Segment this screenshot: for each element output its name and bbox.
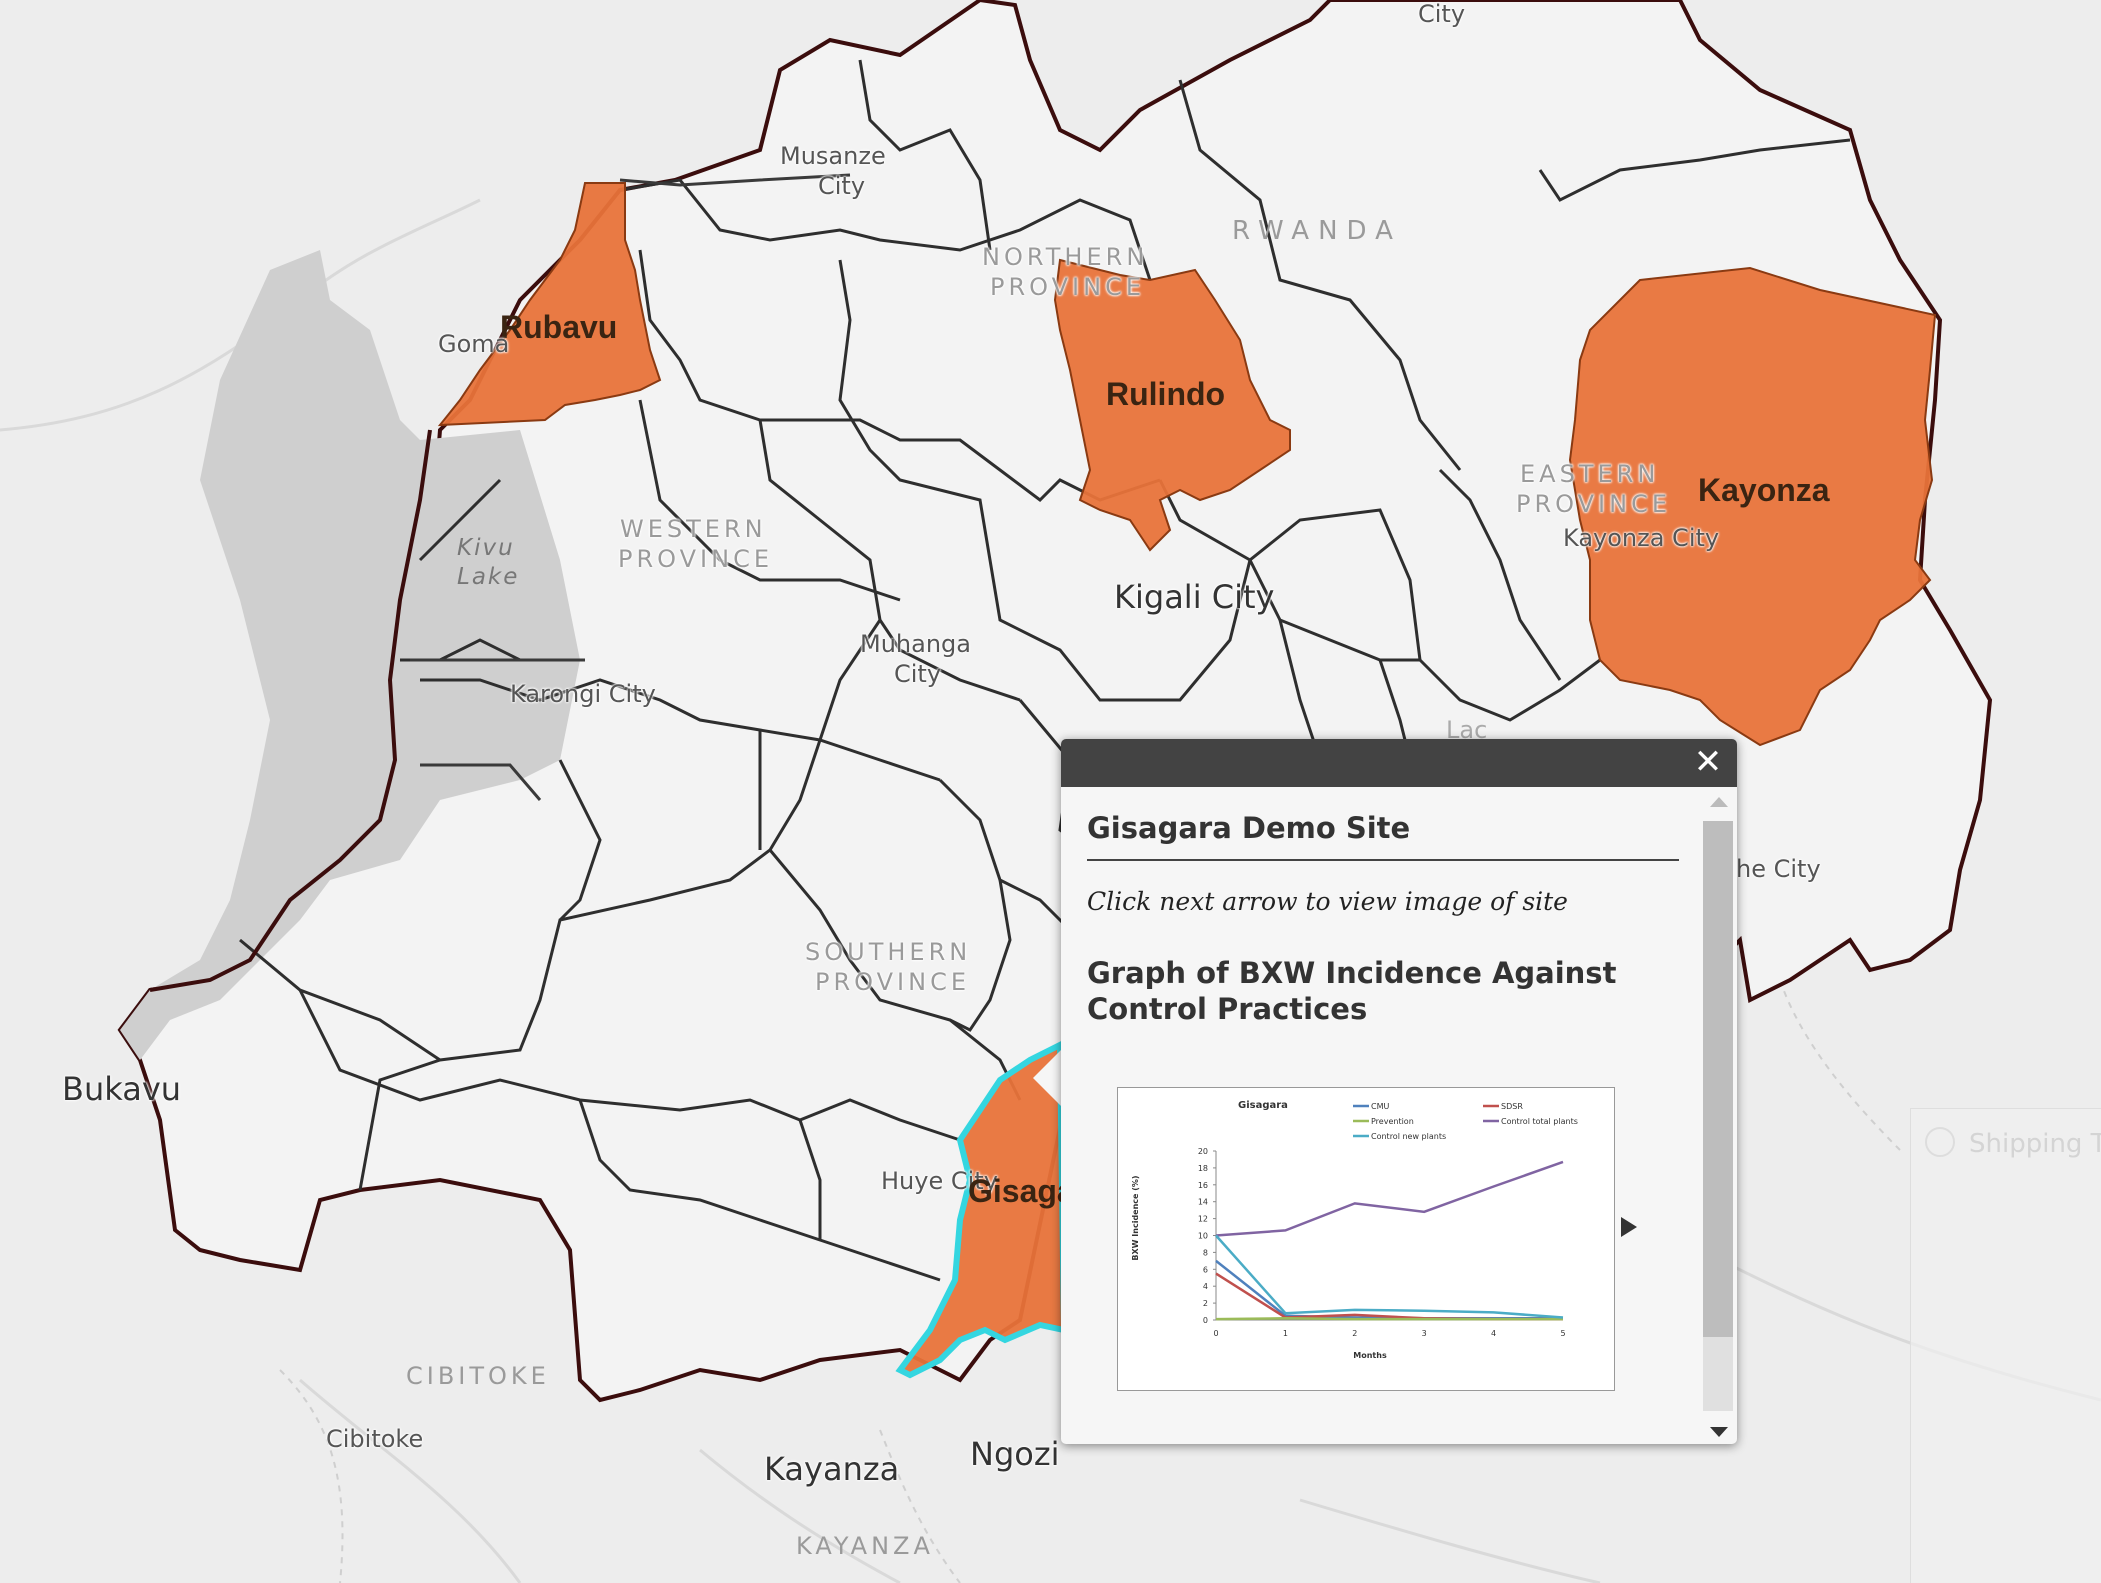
province-label-eastern-1: EASTERN [1520, 460, 1660, 488]
popup-heading: Graph of BXW Incidence Against Control P… [1087, 956, 1617, 1026]
city-label-musanze-2: City [818, 172, 866, 200]
chart-x-tick-label: 0 [1213, 1329, 1218, 1338]
chart-y-tick-label: 10 [1198, 1232, 1208, 1241]
chart-series-line [1215, 1317, 1563, 1321]
chart-y-tick-label: 14 [1198, 1198, 1208, 1207]
region-label-kayanza: KAYANZA [796, 1532, 934, 1560]
shipping-widget[interactable]: Shipping T [1910, 1108, 2101, 1583]
city-label-ngozi: Ngozi [970, 1435, 1060, 1473]
popup-scrollbar[interactable] [1701, 797, 1735, 1437]
city-label-bukavu: Bukavu [62, 1070, 182, 1108]
chart-legend: CMU SDSR Prevention Control total plants Con… [1353, 1102, 1578, 1141]
chart-y-tick-label: 18 [1198, 1164, 1208, 1173]
kivu-lake [120, 250, 580, 1060]
scroll-down-icon[interactable] [1710, 1427, 1728, 1437]
chart-x-tick-label: 1 [1283, 1329, 1288, 1338]
district-kayonza[interactable] [1568, 266, 1937, 747]
district-rubavu[interactable] [437, 182, 662, 427]
city-label-musanze-1: Musanze [780, 142, 886, 170]
city-label-cibitoke: Cibitoke [326, 1425, 424, 1453]
chart-y-tick-label: 20 [1198, 1147, 1208, 1156]
popup-title: Gisagara Demo Site [1087, 811, 1679, 861]
national-border [149, 429, 432, 992]
district-gisagara[interactable] [895, 1040, 1068, 1379]
popup-pointer [1033, 1048, 1063, 1108]
legend-label: SDSR [1501, 1102, 1523, 1111]
country-label: RWANDA [1232, 216, 1402, 246]
lake-boundaries [410, 173, 851, 801]
chart-title: Gisagara [1238, 1100, 1288, 1111]
chart-series-line [1215, 1160, 1564, 1237]
chart-x-tick-label: 4 [1491, 1329, 1496, 1338]
province-label-northern-2: PROVINCE [990, 273, 1145, 301]
province-label-western-2: PROVINCE [618, 545, 773, 573]
district-rulindo[interactable] [1053, 258, 1291, 552]
chart-y-tick-label: 8 [1203, 1248, 1208, 1257]
lake-label-2: Lake [457, 564, 520, 590]
district-label-kayonza: Kayonza [1698, 472, 1830, 508]
city-label-karongi: Karongi City [510, 680, 656, 708]
scroll-up-icon[interactable] [1710, 797, 1728, 807]
city-label-rwamagana: he City [1736, 855, 1821, 883]
city-label-goma: Goma [438, 330, 510, 358]
province-label-eastern-2: PROVINCE [1516, 490, 1671, 518]
popup-content: Gisagara Demo Site Click next arrow to v… [1061, 787, 1701, 1444]
province-dash-lines [279, 979, 1901, 1583]
legend-label: Prevention [1371, 1117, 1414, 1126]
popup-note: Click next arrow to view image of site [1087, 887, 1568, 916]
city-label-muhanga-1: Muhanga [860, 630, 971, 658]
chart-y-tick-label: 4 [1203, 1282, 1208, 1291]
city-label-kayanza: Kayanza [764, 1450, 900, 1488]
city-label-huye: Huye City [881, 1167, 998, 1195]
province-label-western-1: WESTERN [620, 515, 767, 543]
province-label-southern-1: SOUTHERN [805, 938, 972, 966]
chart-ylabel: BXW Incidence (%) [1131, 1175, 1140, 1260]
chart-x-tick-label: 5 [1560, 1329, 1565, 1338]
popup-header: ✕ [1061, 739, 1737, 787]
shipping-icon [1925, 1127, 1955, 1157]
scroll-thumb[interactable] [1703, 821, 1733, 1337]
province-label-southern-2: PROVINCE [815, 968, 970, 996]
legend-label: CMU [1371, 1102, 1389, 1111]
info-popup: ✕ Gisagara Demo Site Click next arrow to… [1061, 739, 1737, 1444]
legend-label: Control new plants [1371, 1132, 1446, 1141]
next-arrow-icon[interactable] [1621, 1217, 1637, 1237]
chart-x-tick-label: 3 [1422, 1329, 1427, 1338]
lake-label-1: Kivu [457, 535, 515, 561]
city-label-muhanga-2: City [894, 660, 942, 688]
chart-y-tick-label: 6 [1203, 1265, 1208, 1274]
district-label-rubavu: Rubavu [500, 309, 618, 345]
city-label-kayonza: Kayonza City [1563, 524, 1720, 552]
district-label-rulindo: Rulindo [1106, 376, 1226, 412]
shipping-widget-label: Shipping T [1969, 1129, 2101, 1159]
city-label-nyagatare: City [1418, 0, 1466, 28]
close-icon[interactable]: ✕ [1693, 742, 1723, 782]
chart-y-tick-label: 12 [1198, 1215, 1208, 1224]
chart-image: 0 2 4 6 8 10 12 14 16 18 20 0 1 2 3 4 5 CMU SDSR Preventio… [1117, 1087, 1615, 1391]
chart-x-tick-label: 2 [1352, 1329, 1357, 1338]
chart-series [1215, 1160, 1564, 1321]
chart-xlabel: Months [1353, 1351, 1387, 1360]
chart-y-tick-label: 16 [1198, 1181, 1208, 1190]
legend-label: Control total plants [1501, 1117, 1578, 1126]
province-label-northern-1: NORTHERN [982, 243, 1149, 271]
city-label-kigali: Kigali City [1114, 578, 1275, 616]
region-label-cibitoke: CIBITOKE [406, 1362, 550, 1390]
chart-series-line [1215, 1272, 1563, 1321]
chart-series-line [1215, 1234, 1564, 1319]
chart-y-tick-label: 0 [1203, 1316, 1208, 1325]
chart-y-tick-label: 2 [1203, 1299, 1208, 1308]
district-label-gisagara: Gisaga [968, 1173, 1075, 1209]
